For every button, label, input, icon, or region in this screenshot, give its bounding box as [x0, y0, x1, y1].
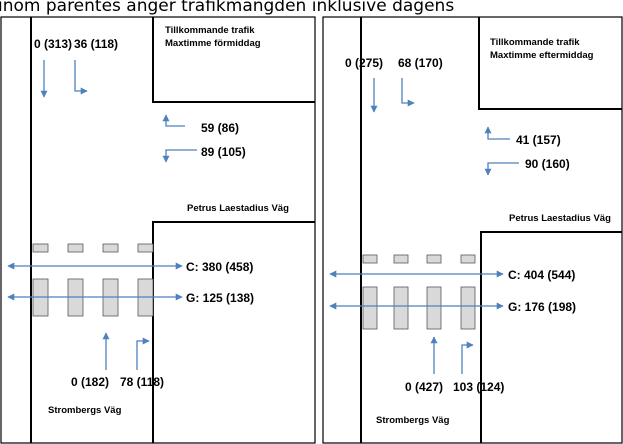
label-north-through: 0 (275): [345, 56, 383, 70]
road-south-east-corner: [480, 231, 622, 443]
bike-crossing: [362, 254, 476, 264]
label-east-lower: 89 (105): [201, 145, 246, 159]
panel-title-line2: Maxtimme eftermiddag: [490, 50, 594, 61]
arrow-east-upper: [484, 126, 510, 140]
arrow-east-upper: [162, 114, 185, 127]
panel-forenoon: Tillkommande trafik Maxtimme förmiddag 0…: [0, 16, 316, 444]
label-south-right: 103 (124): [453, 380, 504, 394]
panel-title-line1: Tillkommande trafik: [490, 37, 580, 48]
arrow-north-right: [401, 78, 415, 107]
panel-frame: [0, 16, 316, 444]
street-east-name: Petrus Laestadius Väg: [187, 203, 289, 214]
caption: inom parentes anger trafikmängden inklus…: [0, 0, 455, 16]
bike-crossing: [32, 243, 154, 253]
label-crossing-g: G: 176 (198): [508, 300, 576, 314]
arrow-east-lower: [162, 149, 197, 163]
arrow-east-lower: [484, 162, 519, 176]
arrow-south-right: [136, 337, 150, 370]
label-north-right: 36 (118): [74, 37, 118, 51]
road-south-east-corner: [152, 221, 315, 443]
label-crossing-c: C: 404 (544): [508, 268, 575, 282]
label-east-upper: 59 (86): [201, 121, 239, 135]
arrow-south-right: [461, 341, 474, 374]
street-east-name: Petrus Laestadius Väg: [509, 213, 611, 224]
road-north-east-corner: [152, 17, 315, 103]
arrow-north-right: [74, 60, 88, 95]
panel-afternoon: Tillkommande trafik Maxtimme eftermiddag…: [322, 16, 623, 444]
road-north-east-corner: [478, 17, 622, 110]
street-south-name: Strombergs Väg: [376, 415, 450, 426]
label-south-through: 0 (427): [405, 380, 443, 394]
label-crossing-c: C: 380 (458): [186, 260, 253, 274]
panel-frame: [322, 16, 623, 444]
panel-title-line1: Tillkommande trafik: [165, 25, 255, 36]
label-east-lower: 90 (160): [525, 157, 570, 171]
label-east-upper: 41 (157): [516, 133, 561, 147]
label-crossing-g: G: 125 (138): [186, 291, 254, 305]
label-north-right: 68 (170): [398, 56, 443, 70]
zebra-crossing: [362, 286, 476, 330]
street-south-name: Strombergs Väg: [48, 405, 122, 416]
label-south-through: 0 (182): [71, 375, 109, 389]
label-north-through: 0 (313): [34, 37, 72, 51]
label-south-right: 78 (118): [120, 375, 164, 389]
panel-title-line2: Maxtimme förmiddag: [165, 38, 261, 49]
